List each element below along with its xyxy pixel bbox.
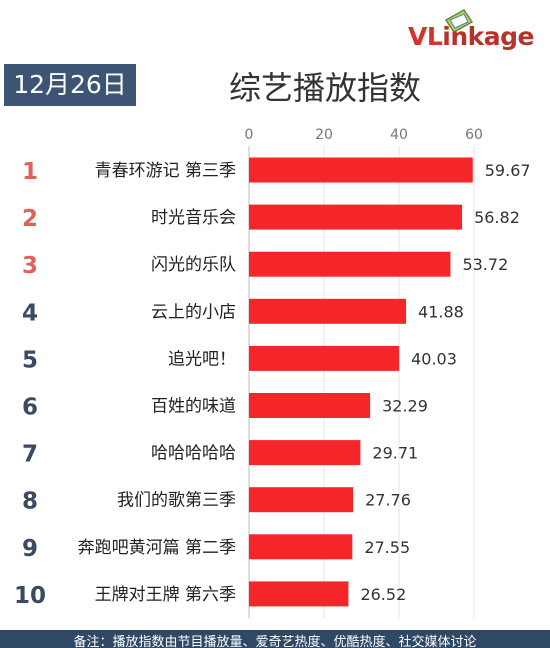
rank-number: 4 xyxy=(22,300,38,326)
rank-number: 9 xyxy=(22,536,38,562)
rank-number: 8 xyxy=(22,489,38,515)
value-label: 27.55 xyxy=(364,538,410,557)
category-label: 追光吧！ xyxy=(168,349,236,369)
category-label: 奔跑吧黄河篇 第二季 xyxy=(78,538,236,558)
rank-number: 6 xyxy=(22,395,38,421)
category-label: 时光音乐会 xyxy=(151,208,236,228)
value-label: 26.52 xyxy=(360,585,406,604)
value-label: 27.76 xyxy=(365,491,411,510)
bar xyxy=(249,251,451,277)
category-label: 王牌对王牌 第六季 xyxy=(95,585,236,605)
rank-number: 3 xyxy=(22,253,38,279)
value-label: 53.72 xyxy=(462,255,508,274)
rank-number: 7 xyxy=(22,442,38,468)
logo-text: VLinkage xyxy=(408,22,534,51)
bar xyxy=(249,298,407,324)
x-tick-label: 20 xyxy=(315,127,333,143)
bar xyxy=(249,534,353,560)
footer-note: 备注：播放指数由节目播放量、爱奇艺热度、优酷热度、社交媒体讨论 xyxy=(0,630,550,648)
category-label: 我们的歌第三季 xyxy=(117,491,236,511)
bar xyxy=(249,393,371,418)
category-label: 青春环游记 第三季 xyxy=(95,161,236,181)
category-label: 闪光的乐队 xyxy=(151,255,236,275)
bar xyxy=(249,204,463,230)
rank-number: 5 xyxy=(22,347,38,373)
bar xyxy=(249,345,400,371)
bar xyxy=(249,487,354,513)
bar xyxy=(249,440,361,466)
value-label: 59.67 xyxy=(485,161,531,180)
rank-number: 10 xyxy=(14,583,46,609)
category-label: 百姓的味道 xyxy=(151,397,236,417)
vlinkage-logo: VLinkage xyxy=(408,9,540,60)
category-label: 云上的小店 xyxy=(151,302,236,322)
value-label: 56.82 xyxy=(474,208,520,227)
bar xyxy=(249,157,473,183)
value-label: 40.03 xyxy=(411,349,457,368)
date-badge: 12月26日 xyxy=(4,64,136,106)
value-label: 29.71 xyxy=(372,444,418,463)
value-label: 32.29 xyxy=(382,397,428,416)
category-label: 哈哈哈哈哈 xyxy=(151,444,236,464)
rank-number: 1 xyxy=(22,159,38,185)
bar-chart: 0 20 40 60 1 青春环游记 第三季 59.67 2 时光音乐会 56.82 3 闪光的乐队 5… xyxy=(14,127,531,618)
bar xyxy=(249,581,349,607)
x-tick-label: 40 xyxy=(390,127,408,143)
x-tick-label: 60 xyxy=(465,127,483,143)
rank-number: 2 xyxy=(22,206,38,232)
logo-mark-icon xyxy=(444,9,474,33)
page-title: 综艺播放指数 xyxy=(228,69,421,107)
value-label: 41.88 xyxy=(418,302,464,321)
x-tick-label: 0 xyxy=(245,127,254,143)
